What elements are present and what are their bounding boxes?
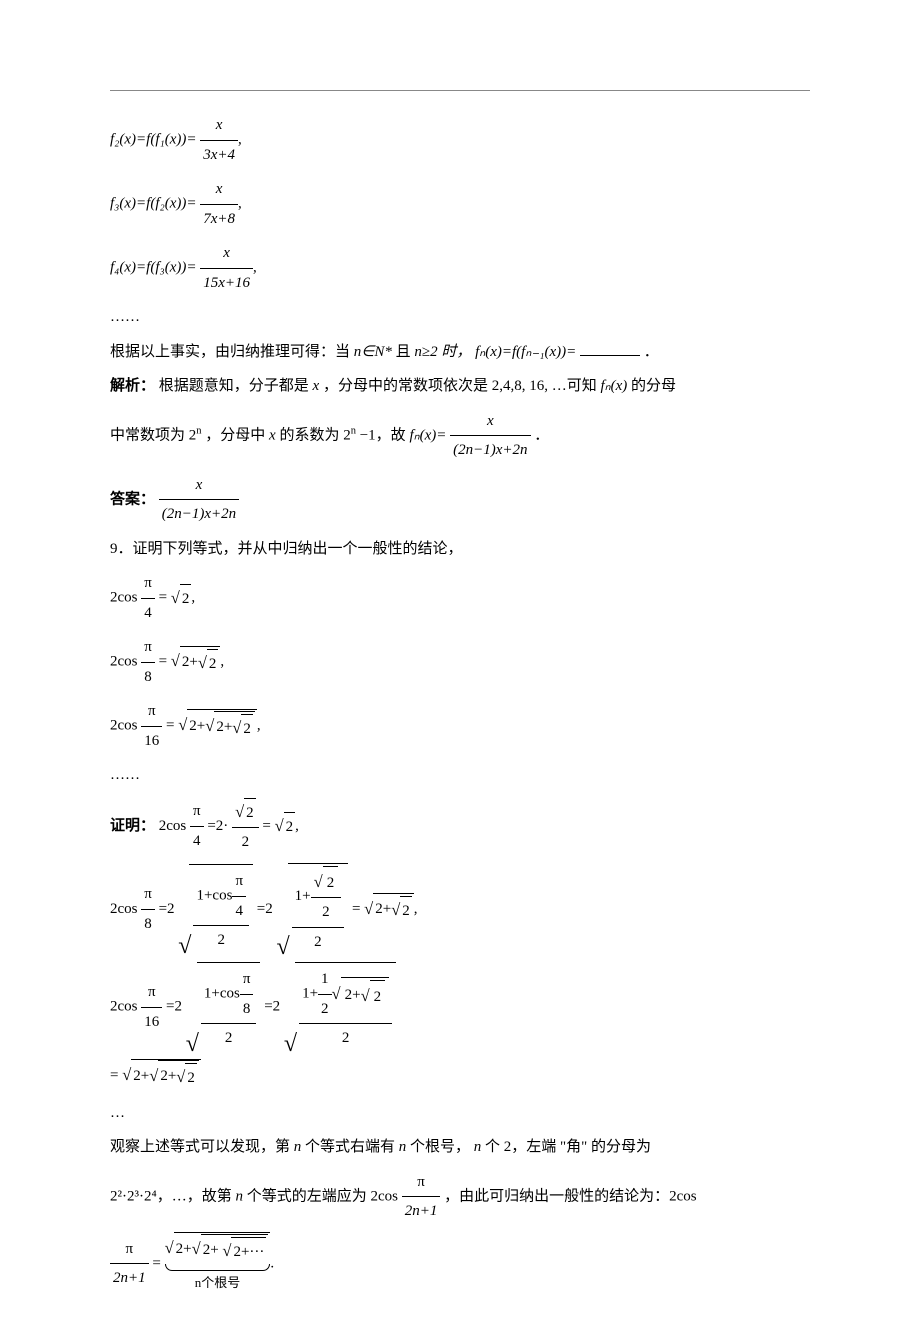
proof-line-3b: = 2+2+2 — [110, 1059, 810, 1093]
proof-line-3: 2cos π16 =2 √ 1+cosπ82 =2 √ 1+122+22 — [110, 962, 810, 1053]
analysis-line-2: 中常数项为 2n ，分母中 x 的系数为 2n −1，故 fₙ(x)= x (2… — [110, 407, 810, 465]
line-f3: f₃(x)=f(f₂(x))= x 7x+8 , — [110, 175, 810, 233]
f2-lhs: f₂(x)=f(f₁(x))= — [110, 131, 196, 147]
observation-2: 2²·2³·2⁴，…，故第 n 个等式的左端应为 2cos π2n+1 ，由此可… — [110, 1168, 810, 1226]
dots-2: …… — [110, 761, 810, 790]
q9-text: 9．证明下列等式，并从中归纳出一个一般性的结论， — [110, 535, 810, 564]
eq-1: 2cos π4 = 2, — [110, 569, 810, 627]
underbrace: 2+2+ 2+··· n个根号 — [165, 1232, 271, 1296]
analysis-label: 解析： — [110, 378, 155, 394]
proof-line-1: 证明： 2cos π4 =2· 22 = 2, — [110, 796, 810, 857]
answer-blank — [580, 340, 640, 356]
eq-3: 2cos π16 = 2+2+2, — [110, 697, 810, 755]
eq-2: 2cos π8 = 2+2, — [110, 633, 810, 691]
top-rule — [110, 90, 810, 91]
observation-1: 观察上述等式可以发现，第 n 个等式右端有 n 个根号， n 个 2，左端 "角… — [110, 1133, 810, 1162]
answer-line: 答案： x (2n−1)x+2n — [110, 471, 810, 529]
proof-label: 证明： — [110, 817, 155, 833]
line-f4: f₄(x)=f(f₃(x))= x 15x+16 , — [110, 239, 810, 297]
analysis-frac: x (2n−1)x+2n — [450, 407, 530, 465]
f4-lhs: f₄(x)=f(f₃(x))= — [110, 259, 196, 275]
dots-3: … — [110, 1099, 810, 1128]
f3-lhs: f₃(x)=f(f₂(x))= — [110, 195, 196, 211]
f3-frac: x 7x+8 — [200, 175, 238, 233]
line-f2: f₂(x)=f(f₁(x))= x 3x+4 , — [110, 111, 810, 169]
f4-frac: x 15x+16 — [200, 239, 253, 297]
answer-frac: x (2n−1)x+2n — [159, 471, 239, 529]
dots-1: …… — [110, 303, 810, 332]
final-line: π2n+1 = 2+2+ 2+··· n个根号 . — [110, 1232, 810, 1296]
answer-label: 答案： — [110, 491, 155, 507]
document-page: f₂(x)=f(f₁(x))= x 3x+4 , f₃(x)=f(f₂(x))=… — [0, 0, 920, 1342]
f2-frac: x 3x+4 — [200, 111, 238, 169]
analysis-line-1: 解析： 根据题意知，分子都是 x ，分母中的常数项依次是 2,4,8, 16, … — [110, 372, 810, 401]
inductive-line: 根据以上事实，由归纳推理可得：当 n∈N* 且 n≥2 时， fₙ(x)=f(f… — [110, 338, 810, 367]
proof-line-2: 2cos π8 =2 √ 1+cosπ42 =2 √ 1+222 = 2+2, — [110, 863, 810, 957]
